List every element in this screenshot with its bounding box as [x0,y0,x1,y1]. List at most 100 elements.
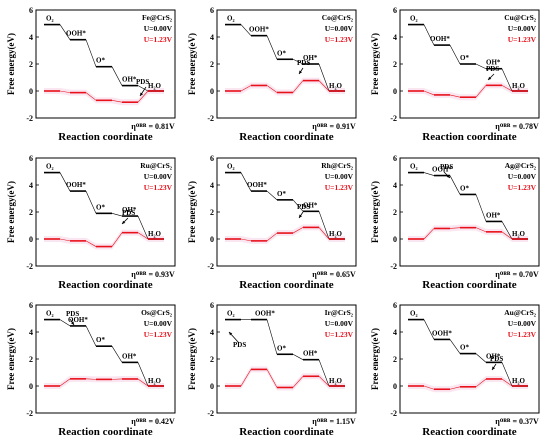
overpotential-label: ηᴼᴿᴿ = 0.81V [131,122,175,131]
u123-connector [475,378,487,388]
chart-panel: -2 0 2 4 6 Free energy(eV) Reaction coordinate… [187,154,357,291]
overpotential-label: ηᴼᴿᴿ = 0.42V [131,417,175,426]
step-label: H₂O [512,230,526,238]
u123-connector [449,386,461,390]
step-label: OOH* [247,181,267,189]
y-axis-label: Free energy(eV) [6,181,16,243]
y-tick-label: 0 [393,87,397,96]
u123-connector [501,378,513,387]
step-label: OH* [486,211,501,219]
y-tick-label: 6 [210,301,214,310]
u123-connector [475,227,487,233]
overpotential-label: ηᴼᴿᴿ = 0.91V [312,122,356,131]
overpotential-label: ηᴼᴿᴿ = 1.15V [312,417,356,426]
y-tick-label: 4 [393,328,397,337]
u123-connector [266,232,278,242]
y-tick-label: 0 [393,235,397,244]
pds-arrowhead [299,70,303,74]
pds-arrowhead [492,366,496,370]
y-tick-label: 2 [210,60,214,69]
y-tick-label: -2 [390,262,397,271]
overpotential-label: ηᴼᴿᴿ = 0.70V [495,270,539,279]
panel-title: Ag@CrS₂ [505,161,537,170]
y-tick-label: -2 [207,114,214,123]
step-label: O₂ [410,310,418,318]
u0-connector [137,362,149,387]
step-label: OOH* [432,329,452,337]
y-tick-label: -2 [26,409,33,418]
y-tick-label: -2 [390,114,397,123]
step-label: OH* [303,54,318,62]
u123-shade [408,375,528,393]
u123-connector [137,90,149,103]
y-tick-label: 2 [210,355,214,364]
overpotential-label: ηᴼᴿᴿ = 0.65V [312,270,356,279]
u0-connector [501,362,513,387]
y-tick-label: 6 [29,6,33,15]
y-axis-label: Free energy(eV) [187,328,197,390]
u123-connector [501,85,513,92]
overpotential-label: ηᴼᴿᴿ = 0.78V [495,122,539,131]
step-label: O₂ [46,15,54,23]
y-tick-label: 2 [393,208,397,217]
y-axis-label: Free energy(eV) [187,181,197,243]
step-label: O₂ [410,15,418,23]
y-tick-label: -2 [26,262,33,271]
step-label: OOH* [432,166,452,174]
y-tick-label: 2 [29,208,33,217]
u123-connector [59,238,71,242]
chart-panel: -2 0 2 4 6 Free energy(eV) Reaction coordinate… [370,154,540,291]
panel-title: Os@CrS₂ [141,308,173,317]
u123-connector [292,227,304,234]
y-tick-label: 4 [210,328,214,337]
u123-connector [137,378,149,387]
y-tick-label: 2 [393,355,397,364]
u0-connector [292,354,304,360]
y-tick-label: 4 [393,181,397,190]
panel-title: Cu@CrS₂ [504,13,536,22]
u123-connector [318,227,330,240]
u123-connector [475,85,487,98]
u0-connector [240,172,252,192]
step-label: OH* [303,201,318,209]
u0-connector [501,68,513,92]
step-label: OOH* [66,30,86,38]
step-label: O* [460,344,469,352]
y-tick-label: 2 [210,208,214,217]
step-label: H₂O [512,377,526,385]
y-tick-label: 0 [210,87,214,96]
u123-shade [225,77,345,96]
pds-arrowhead [140,92,144,96]
y-axis-label: Free energy(eV) [370,181,380,243]
u123-connector [318,80,330,92]
y-axis-label: Free energy(eV) [6,33,16,95]
u123-connector [240,238,252,242]
panel-title: Au@CrS₂ [504,308,536,317]
step-label: H₂O [148,377,162,385]
u123-connector [137,232,149,240]
step-label: OOH* [66,181,86,189]
pds-label: PDS [440,163,453,171]
u0-connector [318,63,330,92]
u0-connector [137,85,149,92]
pds-label: PDS [297,59,310,67]
chart-panel: -2 0 2 4 6 Free energy(eV) Reaction coordinate… [187,301,357,438]
u0-connector [85,39,97,67]
u123-connector [59,90,71,93]
step-label: H₂O [329,82,343,90]
step-label: O₂ [227,163,235,171]
pds-label: PDS [233,341,246,349]
u0-connector [423,319,435,340]
chart-panel: -2 0 2 4 6 Free energy(eV) Reaction coordinate… [370,301,540,438]
x-axis-label: Reaction coordinate [58,426,153,438]
y-tick-label: -2 [207,262,214,271]
panel-title: Ru@CrS₂ [140,161,172,170]
u123-connector [111,100,123,103]
u123-connector [59,378,71,387]
overpotential-label: ηᴼᴿᴿ = 0.37V [495,417,539,426]
x-axis-label: Reaction coordinate [58,131,153,143]
u123-connector [423,385,435,390]
u123-connector [85,92,97,101]
step-label: O* [277,344,286,352]
y-tick-label: 4 [210,33,214,42]
